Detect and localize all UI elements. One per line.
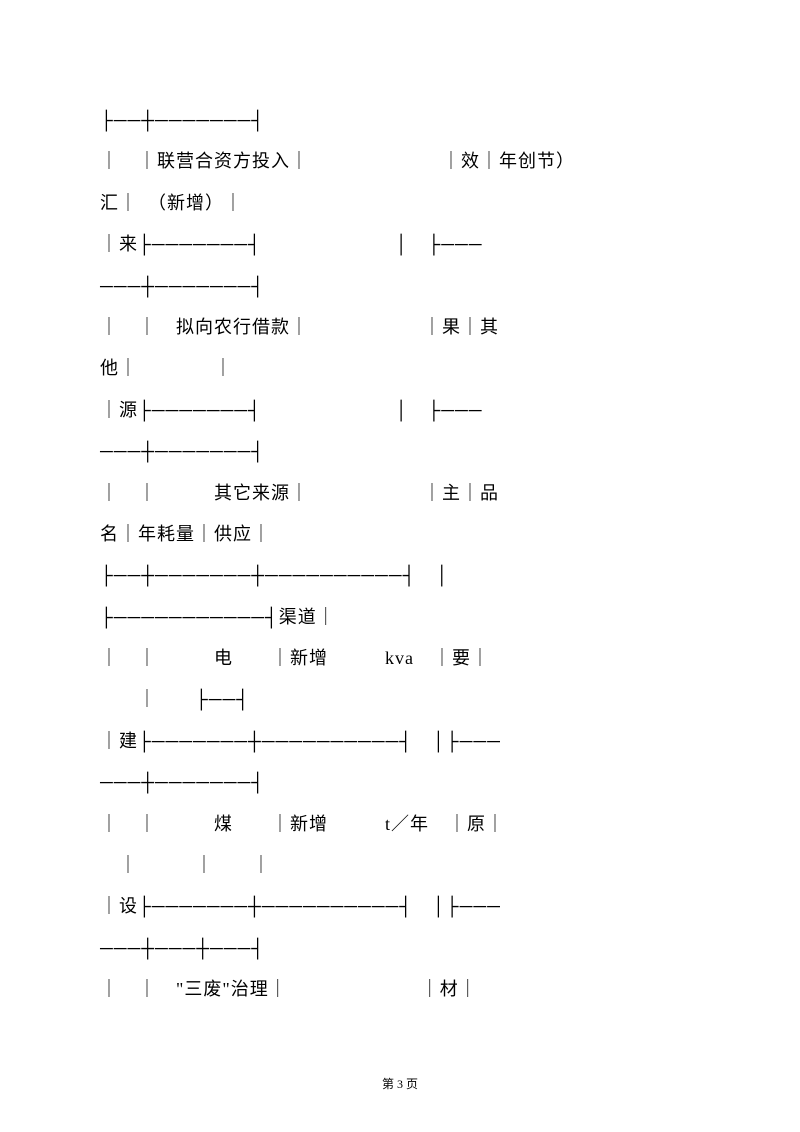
text-line-7: 他｜ ｜ (100, 348, 700, 389)
text-line-20: ｜设├───────┼──────────┤ │├─── (100, 886, 700, 927)
text-line-18: ｜ ｜ 煤 ｜新增 t／年 ｜原｜ (100, 804, 700, 845)
text-line-11: 名｜年耗量｜供应｜ (100, 514, 700, 555)
text-line-16: ｜建├───────┼──────────┤ │├─── (100, 721, 700, 762)
text-line-12: ├──┼───────┼──────────┤ │ (100, 555, 700, 596)
text-line-13: ├───────────┤渠道｜ (100, 597, 700, 638)
page-number: 第 3 页 (0, 1075, 800, 1092)
text-line-17: ───┼───────┤ (100, 762, 700, 803)
text-line-15: ｜ ├──┤ (100, 679, 700, 720)
text-line-3: 汇｜ （新增）｜ (100, 183, 700, 224)
text-line-9: ───┼───────┤ (100, 431, 700, 472)
document-body: ├──┼───────┤ ｜ ｜联营合资方投入｜ ｜效｜年创节） 汇｜ （新增）… (100, 100, 700, 1011)
text-line-14: ｜ ｜ 电 ｜新增 kva ｜要｜ (100, 638, 700, 679)
text-line-21: ───┼───┼───┤ (100, 928, 700, 969)
text-line-19: ｜ ｜ ｜ (100, 845, 700, 886)
text-line-8: ｜源├───────┤ │ ├─── (100, 390, 700, 431)
text-line-2: ｜ ｜联营合资方投入｜ ｜效｜年创节） (100, 141, 700, 182)
text-line-10: ｜ ｜ 其它来源｜ ｜主｜品 (100, 473, 700, 514)
text-line-4: ｜来├───────┤ │ ├─── (100, 224, 700, 265)
text-line-6: ｜ ｜ 拟向农行借款｜ ｜果｜其 (100, 307, 700, 348)
text-line-5: ───┼───────┤ (100, 266, 700, 307)
text-line-22: ｜ ｜ "三废"治理｜ ｜材｜ (100, 969, 700, 1010)
text-line-1: ├──┼───────┤ (100, 100, 700, 141)
